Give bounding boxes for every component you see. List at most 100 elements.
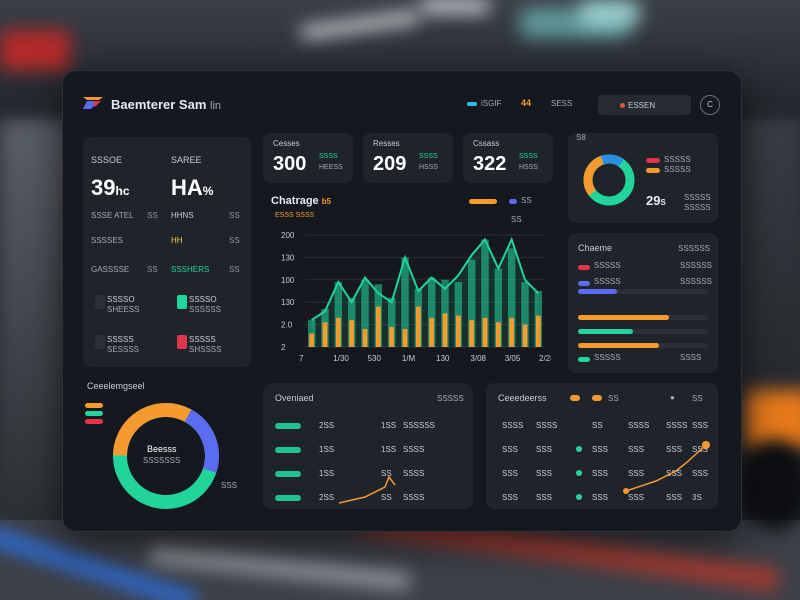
header-action-button[interactable]: ESSEN: [598, 95, 691, 115]
stat-label-1: SSSOE: [91, 155, 123, 165]
kpi-card[interactable]: Resses 209 SSSS HSSS: [363, 133, 453, 183]
bar-green: [361, 279, 369, 347]
table-cell: SSS: [692, 469, 709, 478]
stat-row: SSSSES HH SS: [91, 236, 240, 245]
table-cell: 2SS: [319, 493, 335, 502]
bar-green: [387, 297, 396, 347]
table-cell: SSS: [628, 445, 645, 454]
table-cell: SSS: [666, 469, 683, 478]
x-tick-label: 2/28: [539, 354, 551, 363]
kpi-value: 300: [273, 153, 307, 175]
x-tick-label: 1/M: [402, 354, 416, 363]
table1-title: Oveniaed: [275, 393, 314, 403]
channel-swatch: [578, 265, 590, 270]
tile-swatch: [95, 295, 105, 309]
bar-orange: [415, 306, 421, 347]
channel-label: SSSSS: [594, 353, 621, 362]
table-cell: SSS: [592, 469, 609, 478]
donut-row-label: SSSSS: [684, 193, 711, 202]
table-cell: SSS: [666, 493, 683, 502]
bar-orange: [495, 322, 501, 347]
bar-orange: [469, 320, 475, 347]
channel-bar-fill: [578, 343, 659, 348]
kpi-card[interactable]: Cssass 322 SSSS HSSS: [463, 133, 553, 183]
table-cell: SSSS: [403, 469, 425, 478]
table2-title: Ceeedeerss: [498, 393, 547, 403]
series-line: [311, 236, 540, 321]
row-status-pill: [275, 471, 301, 477]
bar-orange: [535, 315, 541, 347]
tile-sub: SSSSSS: [189, 305, 222, 314]
channels-card: Chaeme SSSSSS SSSSS SSSSSS SSSSS SSSSSS SSSS…: [568, 233, 718, 373]
tile-swatch: [177, 295, 187, 309]
bar-green: [481, 239, 489, 347]
tile-label: SSSSO: [189, 295, 217, 304]
row-status-pill: [275, 447, 301, 453]
legend-swatch: [469, 199, 497, 204]
status-dot-icon: [576, 446, 582, 452]
legend-swatch: [646, 168, 660, 173]
tile-sub: SHEESS: [107, 305, 140, 314]
donut-summary-card: S8 SSSSS SSSSS 29S SSSSS SSSSS: [568, 133, 718, 223]
table2-tag2: SS: [692, 394, 703, 403]
table-cell: SSSS: [628, 421, 650, 430]
tile-sub: SHSSSS: [189, 345, 222, 354]
kpi-delta: SSSS: [319, 153, 338, 160]
table-cell: SSS: [502, 493, 519, 502]
stat-row: SSSE ATEL SS HHNS SS: [91, 211, 240, 220]
table-cell: SSS: [502, 445, 519, 454]
big-donut-chart[interactable]: [111, 401, 221, 511]
header-status-a: iSGIF: [481, 99, 502, 108]
bar-green: [467, 259, 476, 347]
bar-orange: [509, 317, 515, 347]
stats-card: SSSOE SAREE 39hc HA% SSSE ATEL SS HHNS S…: [83, 137, 251, 367]
bar-green: [454, 282, 463, 347]
table-cell: SS: [381, 469, 392, 478]
stat-value-2: HA%: [171, 175, 214, 200]
status-dot-icon: [576, 470, 582, 476]
table-cell: SSS: [592, 445, 609, 454]
channel-value: SSSSSS: [680, 277, 713, 286]
table2-trend-line: [623, 441, 710, 494]
donut-segment: [583, 154, 635, 206]
table2-tag: SS: [608, 394, 619, 403]
channel-swatch: [578, 281, 590, 286]
bar-orange: [455, 315, 461, 347]
channel-bar-fill: [578, 315, 669, 320]
table2-more-icon[interactable]: ●: [670, 393, 675, 402]
table-cell: SSS: [536, 469, 553, 478]
donut-segment: [113, 403, 219, 509]
legend-label: SS: [511, 215, 522, 224]
tile-swatch: [95, 335, 105, 349]
main-bar-line-chart[interactable]: 2 2.0 130 100 130 200 7 1/30 530 1/M 130 3/08 3/05 2/…: [281, 225, 551, 375]
donut-legend-label: SSSSS: [664, 155, 691, 164]
legend-swatch: [509, 199, 517, 204]
kpi-card[interactable]: Cesses 300 SSSS HEESS: [263, 133, 353, 183]
x-tick-label: 130: [436, 354, 450, 363]
channel-swatch: [578, 357, 590, 362]
channel-bar-track: [578, 329, 708, 334]
table-cell: SSS: [692, 421, 709, 430]
table-cell: SSS: [502, 469, 519, 478]
y-tick-label: 100: [281, 276, 295, 285]
donut-legend-label: SSSSS: [664, 165, 691, 174]
bar-green: [401, 257, 409, 347]
bar-green: [507, 248, 516, 347]
table-cell: 1SS: [381, 421, 397, 430]
table-cell: SSS: [536, 493, 553, 502]
row-status-pill: [275, 495, 301, 501]
table-cell: 1SS: [381, 445, 397, 454]
app-title: Baemterer Sam lin: [111, 97, 222, 112]
table-cell: 2SS: [319, 421, 335, 430]
bar-orange: [362, 329, 368, 347]
tile-swatch: [177, 335, 187, 349]
donut-big-title: Ceeelemgseel: [87, 381, 145, 391]
channel-label: SSSSS: [594, 261, 621, 270]
profile-circle-button[interactable]: C: [700, 95, 720, 115]
donut-center-sub: SSSSSSS: [143, 456, 181, 465]
table-cell: SSSS: [536, 421, 558, 430]
bar-orange: [335, 317, 341, 347]
y-tick-label: 2: [281, 343, 286, 352]
donut-segment: [113, 403, 219, 509]
kpi-label: Cssass: [473, 139, 500, 148]
